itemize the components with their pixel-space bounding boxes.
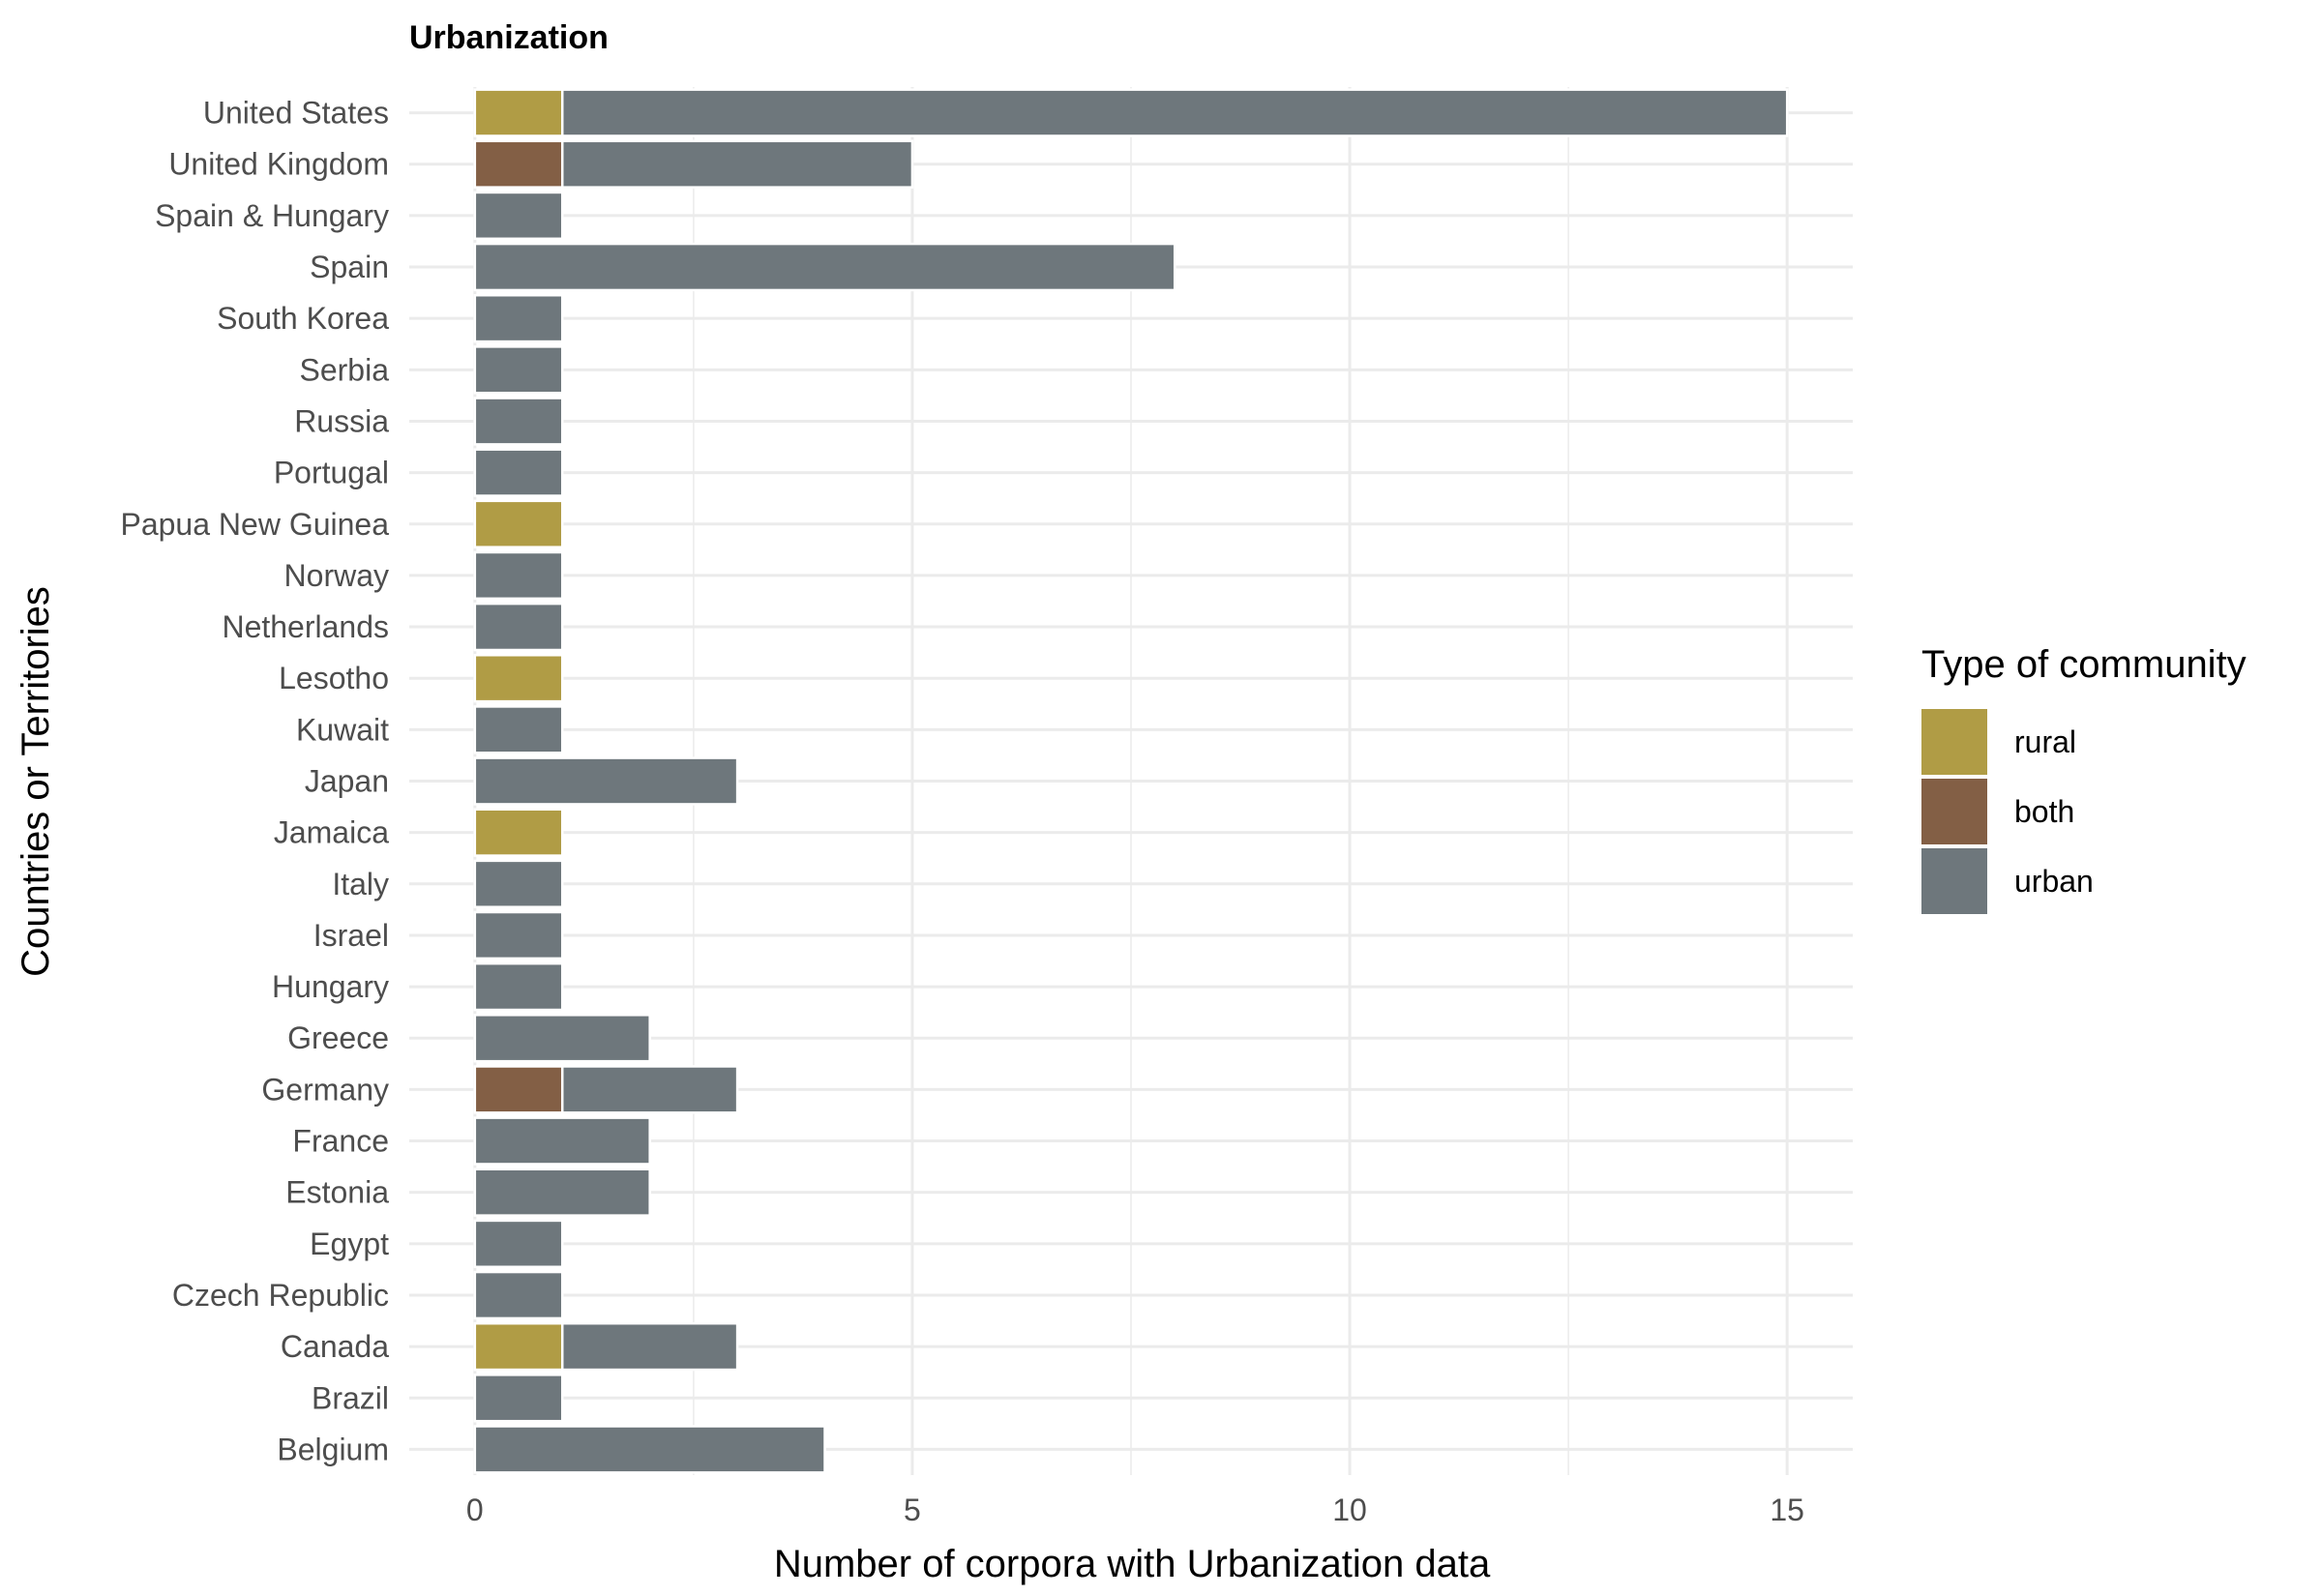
x-tick-labels: 0 5 10 15	[466, 1493, 1804, 1527]
legend-swatch-both	[1921, 779, 1987, 844]
x-tick-label: 5	[904, 1493, 921, 1527]
bar-urban	[473, 448, 564, 497]
y-tick-label: Netherlands	[222, 609, 389, 644]
y-tick-label: Kuwait	[296, 712, 389, 747]
y-tick-label: France	[292, 1124, 389, 1159]
bar-urban	[473, 397, 564, 446]
bar-rural	[473, 808, 564, 857]
bar-rural	[473, 654, 564, 703]
y-tick-label: United Kingdom	[168, 147, 389, 182]
y-tick-label: Greece	[287, 1020, 389, 1055]
y-tick-label: Papua New Guinea	[120, 507, 389, 542]
bar-urban	[473, 602, 564, 652]
y-tick-label: Czech Republic	[172, 1278, 389, 1313]
bar-urban	[473, 1219, 564, 1268]
y-tick-label: Spain & Hungary	[155, 198, 389, 233]
x-axis-title: Number of corpora with Urbanization data	[774, 1543, 1491, 1585]
legend-items: rural both urban	[1921, 709, 2094, 914]
bar-urban	[473, 191, 564, 241]
bar-urban	[473, 1116, 651, 1166]
bar-urban	[560, 139, 914, 189]
bar-urban	[473, 705, 564, 754]
bar-urban	[473, 910, 564, 961]
legend-label-both: both	[2014, 794, 2074, 829]
bar-urban	[473, 1167, 651, 1217]
y-tick-label: Belgium	[277, 1432, 389, 1466]
legend: Type of community rural both urban	[1921, 643, 2247, 914]
bar-urban	[473, 961, 564, 1012]
y-tick-label: Italy	[332, 867, 389, 901]
bar-urban	[473, 345, 564, 395]
legend-swatch-urban	[1921, 848, 1987, 914]
chart-title: Urbanization	[409, 19, 609, 56]
bar-urban	[473, 294, 564, 343]
y-tick-label: Egypt	[310, 1227, 389, 1261]
y-tick-label: Serbia	[300, 352, 390, 387]
bar-urban	[473, 550, 564, 601]
bar-urban	[473, 1374, 564, 1423]
y-axis-title: Countries or Territories	[15, 586, 57, 977]
x-tick-label: 0	[466, 1493, 484, 1527]
bar-rural	[473, 88, 564, 137]
y-tick-labels: United States United Kingdom Spain & Hunga…	[120, 96, 389, 1467]
y-tick-label: Portugal	[274, 456, 389, 490]
legend-title: Type of community	[1921, 643, 2247, 686]
y-tick-label: Germany	[261, 1072, 389, 1107]
y-tick-label: Canada	[281, 1329, 389, 1364]
bar-urban	[473, 242, 1176, 292]
bar-urban	[473, 1425, 826, 1474]
bar-both	[473, 139, 564, 189]
y-tick-label: Hungary	[272, 969, 389, 1004]
grid	[409, 87, 1853, 1475]
y-tick-label: Brazil	[312, 1380, 389, 1415]
y-tick-label: Japan	[305, 764, 389, 799]
y-tick-label: South Korea	[217, 301, 389, 336]
y-tick-label: Estonia	[285, 1175, 389, 1210]
bar-urban	[560, 1065, 739, 1114]
y-tick-label: Israel	[313, 918, 389, 953]
bar-urban	[473, 1014, 651, 1063]
bar-rural	[473, 1321, 564, 1372]
legend-swatch-rural	[1921, 709, 1987, 775]
bar-urban	[560, 88, 1789, 137]
bars	[473, 88, 1789, 1474]
y-tick-label: United States	[203, 96, 389, 131]
y-tick-label: Spain	[310, 250, 389, 284]
legend-label-rural: rural	[2014, 724, 2076, 759]
y-tick-label: Jamaica	[274, 815, 389, 850]
bar-urban	[560, 1321, 739, 1372]
y-tick-label: Norway	[284, 558, 389, 593]
bar-urban	[473, 756, 739, 806]
bar-urban	[473, 859, 564, 908]
legend-label-urban: urban	[2014, 864, 2094, 899]
x-tick-label: 15	[1770, 1493, 1804, 1527]
x-tick-label: 10	[1332, 1493, 1367, 1527]
bar-rural	[473, 499, 564, 548]
y-tick-label: Russia	[294, 403, 389, 438]
y-tick-label: Lesotho	[279, 661, 389, 695]
bar-both	[473, 1065, 564, 1114]
bar-urban	[473, 1270, 564, 1320]
